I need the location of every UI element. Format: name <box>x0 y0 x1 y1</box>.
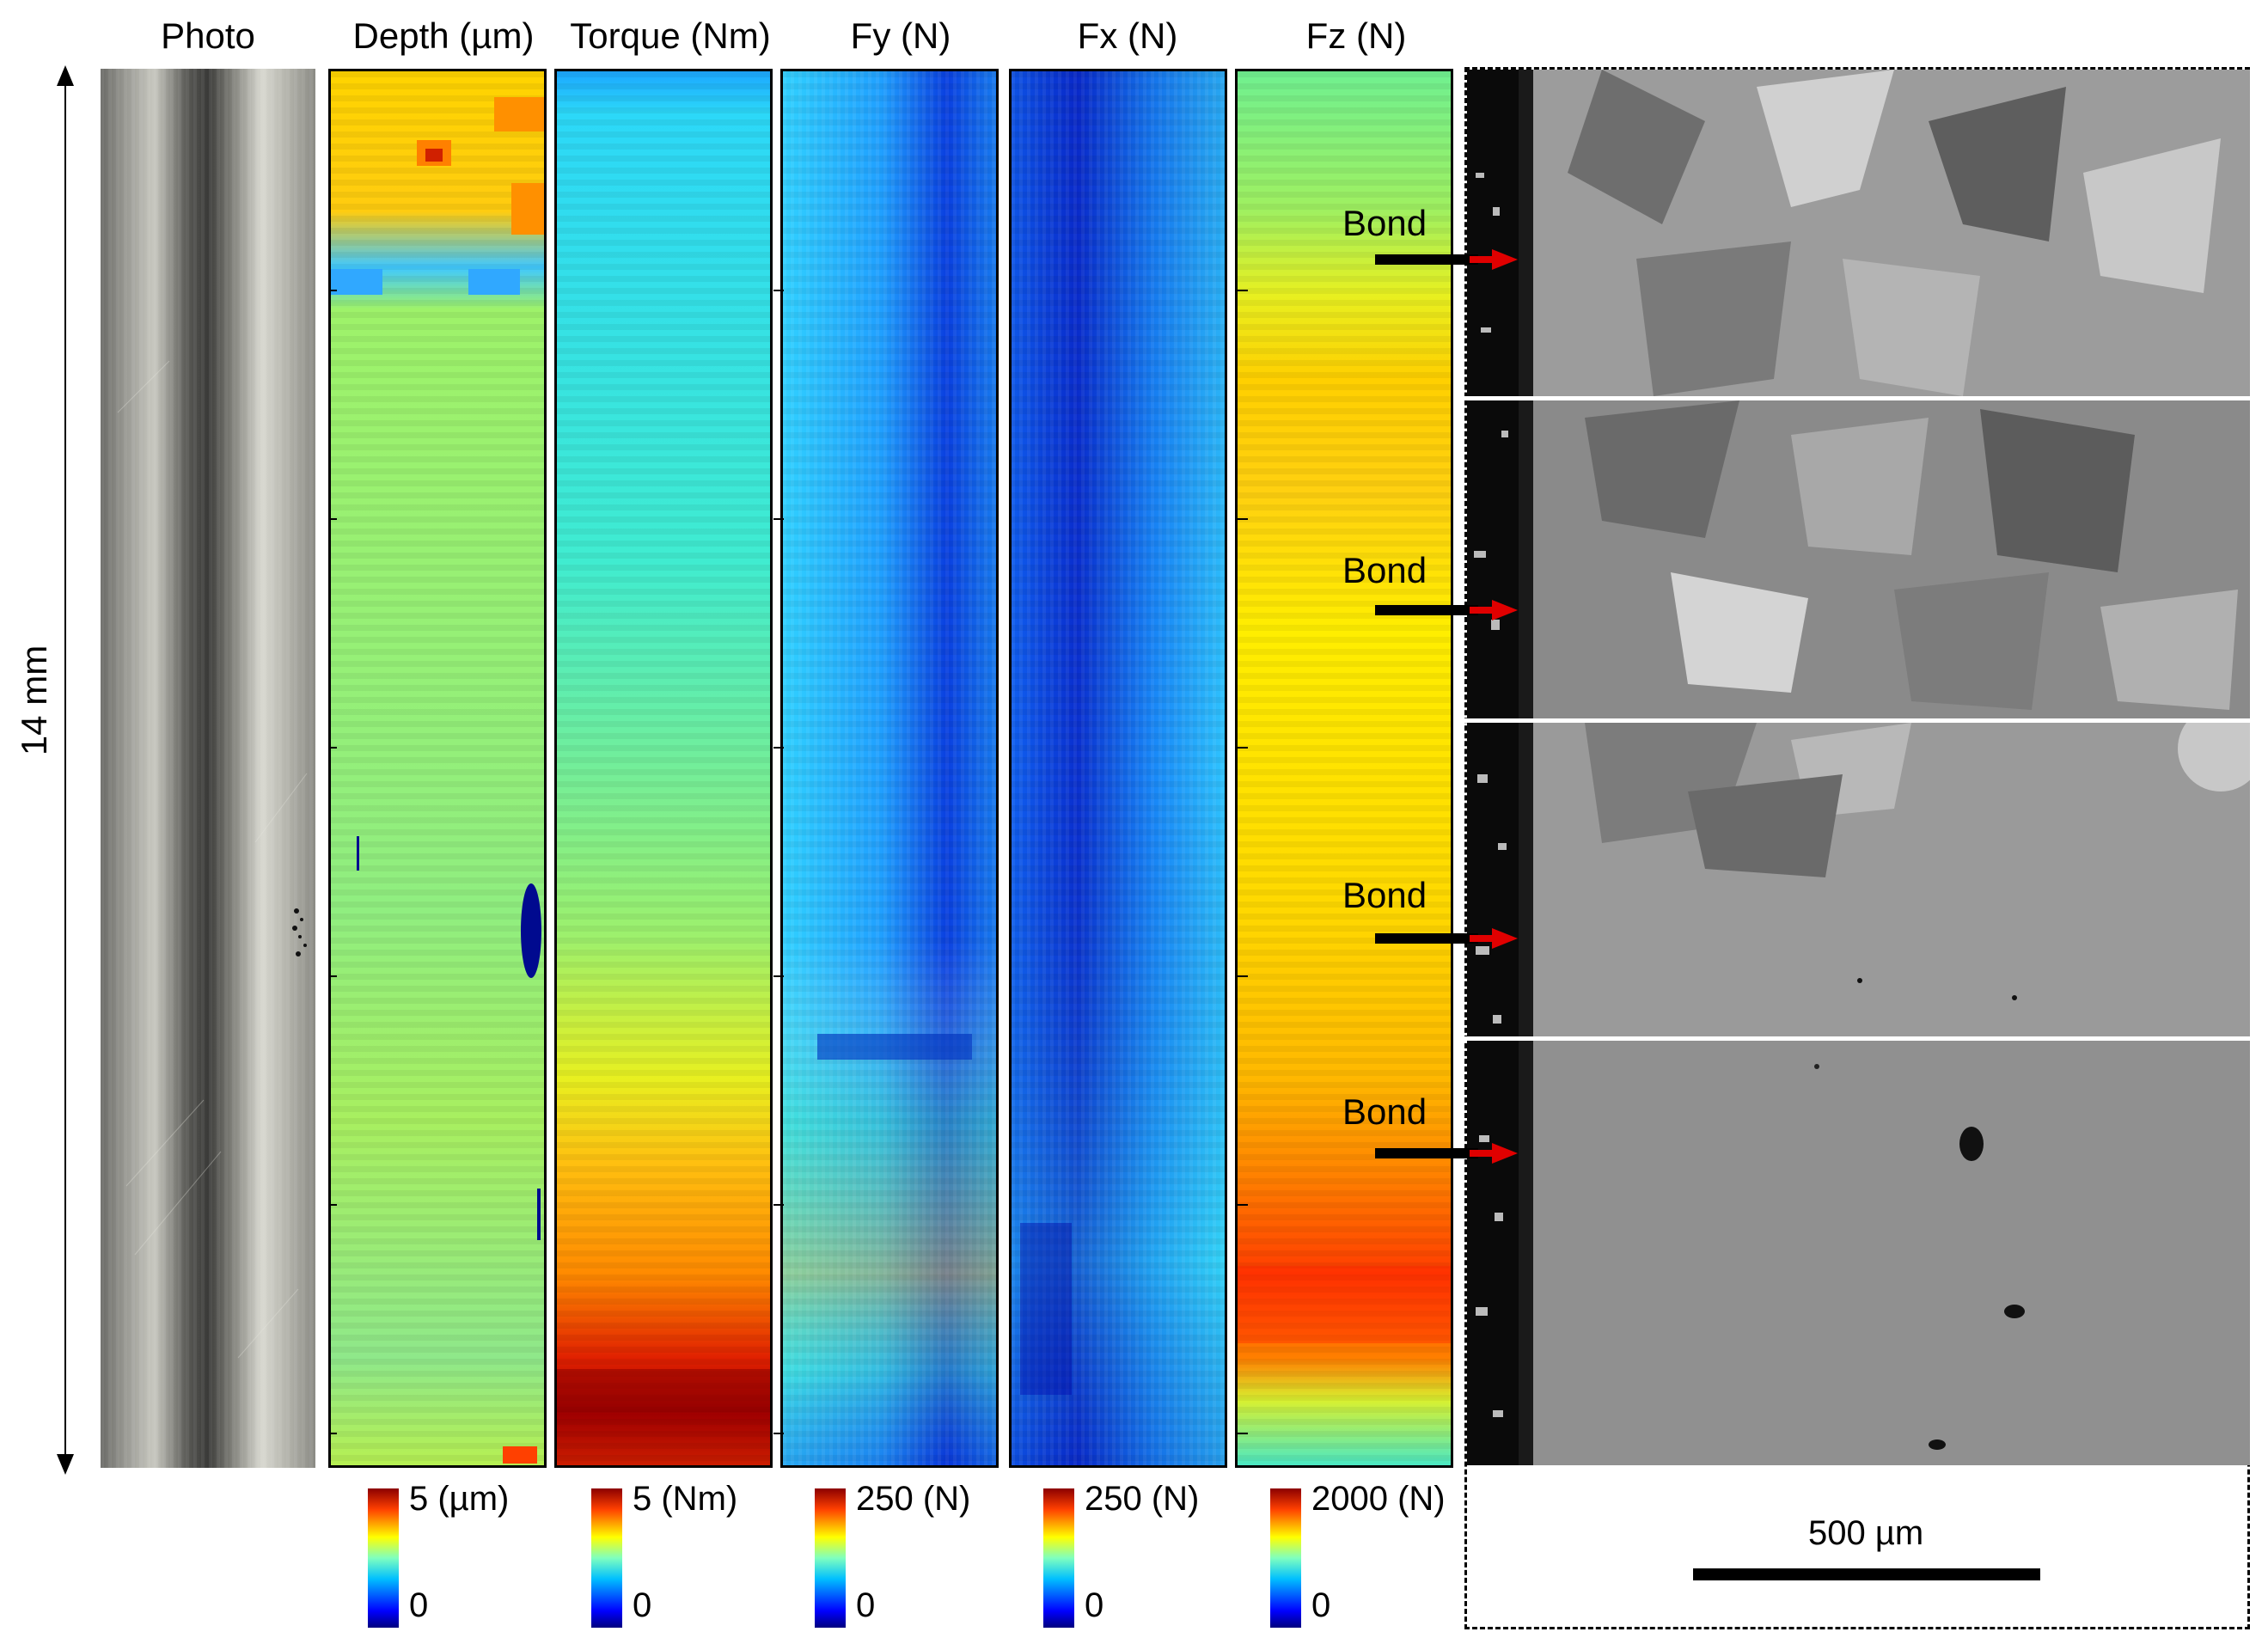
panel-ticks <box>328 290 1248 1434</box>
fy-title: Fy (N) <box>850 15 951 56</box>
fz-map <box>1235 69 1453 1468</box>
bond-arrow-1 <box>1375 249 1518 270</box>
fy-colorbar-max: 250 (N) <box>856 1480 971 1518</box>
bond-label-3: Bond <box>1342 875 1427 915</box>
bond-arrow-2 <box>1375 600 1518 620</box>
fx-colorbar-min: 0 <box>1085 1586 1104 1624</box>
bond-label-2: Bond <box>1342 550 1427 590</box>
fz-colorbar-max: 2000 (N) <box>1311 1480 1446 1518</box>
sem-divider-2 <box>1461 718 2250 723</box>
photo-title: Photo <box>161 15 255 56</box>
sem-divider-3 <box>1461 1036 2250 1041</box>
depth-map <box>328 69 547 1468</box>
fy-colorbar <box>815 1488 846 1628</box>
specimen-photo <box>101 69 315 1468</box>
fz-colorbar-min: 0 <box>1311 1586 1331 1624</box>
sem-image-2 <box>1533 400 2250 718</box>
fy-colorbar-min: 0 <box>856 1586 876 1624</box>
length-label: 14 mm <box>14 645 54 756</box>
bond-label-4: Bond <box>1342 1091 1427 1132</box>
fx-title: Fx (N) <box>1077 15 1178 56</box>
sem-image-3 <box>1533 723 2250 1036</box>
fz-colorbar <box>1270 1488 1301 1628</box>
torque-colorbar-min: 0 <box>633 1586 652 1624</box>
torque-colorbar-max: 5 (Nm) <box>633 1480 738 1518</box>
fx-map <box>1009 69 1227 1468</box>
fz-title: Fz (N) <box>1305 15 1407 56</box>
bond-arrow-3 <box>1375 928 1518 949</box>
torque-title: Torque (Nm) <box>570 15 771 56</box>
depth-colorbar-max: 5 (µm) <box>409 1480 510 1518</box>
bond-arrow-4 <box>1375 1143 1518 1164</box>
fx-colorbar-max: 250 (N) <box>1085 1480 1200 1518</box>
sem-image-1 <box>1533 70 2250 396</box>
torque-map <box>554 69 773 1468</box>
length-arrow <box>57 65 74 1475</box>
sem-divider-1 <box>1461 396 2250 400</box>
depth-colorbar-min: 0 <box>409 1586 429 1624</box>
scale-bar-label: 500 µm <box>1808 1514 1924 1552</box>
fx-colorbar <box>1043 1488 1074 1628</box>
sem-image-4 <box>1533 1041 2250 1465</box>
coating-layer <box>1467 70 1536 1465</box>
scale-bar <box>1693 1568 2040 1580</box>
fy-map <box>780 69 999 1468</box>
torque-colorbar <box>591 1488 622 1628</box>
bond-label-1: Bond <box>1342 203 1427 243</box>
depth-colorbar <box>368 1488 399 1628</box>
depth-title: Depth (µm) <box>352 15 535 56</box>
